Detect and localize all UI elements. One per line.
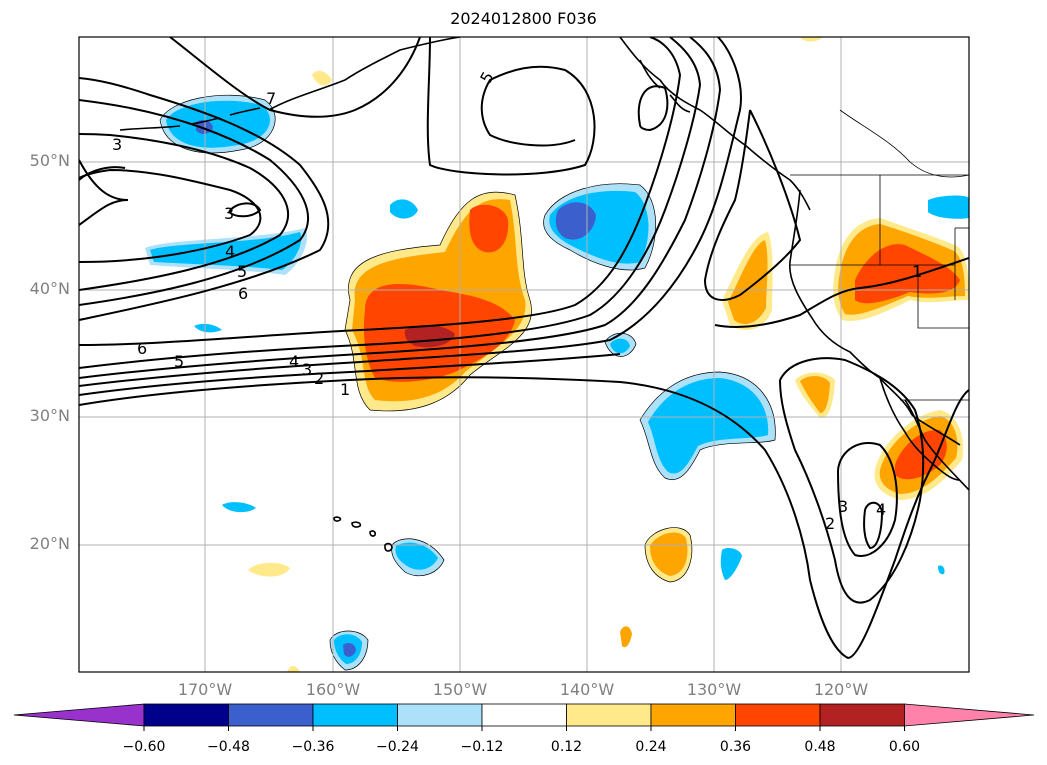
lat-label-30n: 30°N — [29, 406, 70, 425]
colorbar-segment-under — [13, 703, 145, 727]
contour-label: 7 — [266, 89, 277, 108]
colorbar-tick-label: 0.36 — [719, 739, 752, 755]
colorbar-tick-label: −0.48 — [207, 739, 250, 755]
lat-label-40n: 40°N — [29, 279, 70, 298]
colorbar-tick-label: −0.36 — [291, 739, 335, 755]
colorbar-tick-label: 0.12 — [550, 739, 583, 755]
colorbar-tick-label: −0.12 — [460, 739, 504, 755]
colorbar-tick-label: −0.24 — [376, 739, 419, 755]
colorbar-segment-9 — [819, 703, 905, 727]
contour-label: 2 — [314, 369, 325, 388]
lon-label-130w: 130°W — [686, 680, 742, 699]
lon-label-140w: 140°W — [559, 680, 615, 699]
contour-label: 1 — [340, 380, 351, 399]
colorbar-segment-1 — [143, 703, 229, 727]
contour-label: 5 — [174, 352, 185, 371]
contour-label: 5 — [237, 262, 248, 281]
contour-label: 2 — [825, 514, 836, 533]
state-borders — [790, 109, 969, 401]
lat-label-50n: 50°N — [29, 151, 70, 170]
colorbar — [13, 703, 1035, 727]
contour-label: 3 — [112, 135, 123, 154]
colorbar-segment-5 — [481, 703, 567, 727]
colorbar-tick-label: 0.60 — [888, 739, 921, 755]
anomaly-outlines — [159, 94, 776, 671]
colorbar-tick-label: −0.60 — [122, 739, 166, 755]
contour-label: 6 — [137, 339, 148, 358]
contour-label: 3 — [838, 497, 849, 516]
contour-label: 6 — [238, 284, 249, 303]
colorbar-segment-over — [904, 703, 1035, 727]
lon-label-150w: 150°W — [432, 680, 488, 699]
colorbar-segment-7 — [650, 703, 736, 727]
lat-label-20n: 20°N — [29, 534, 70, 553]
contour-label: 1 — [912, 262, 923, 281]
colorbar-tick-label: 0.24 — [635, 739, 667, 755]
contour-label: 4 — [876, 500, 887, 519]
lon-label-160w: 160°W — [305, 680, 361, 699]
colorbar-tick-label: 0.48 — [804, 739, 836, 755]
contour-label: 4 — [289, 352, 300, 371]
coastlines — [119, 37, 969, 552]
map-border — [78, 36, 970, 673]
contour-label: 3 — [302, 360, 313, 379]
contour-label: 3 — [224, 204, 235, 223]
colorbar-segment-6 — [566, 703, 652, 727]
contour-label: 4 — [225, 242, 236, 261]
anomaly-fills — [145, 37, 969, 672]
colorbar-segment-2 — [228, 703, 314, 727]
colorbar-segment-3 — [312, 703, 398, 727]
contours — [79, 37, 969, 660]
map-title: 2024012800 F036 — [450, 9, 597, 28]
lon-label-120w: 120°W — [813, 680, 869, 699]
colorbar-segment-8 — [735, 703, 821, 727]
colorbar-ticks — [143, 726, 905, 731]
colorbar-segment-4 — [397, 703, 483, 727]
graticule — [79, 37, 969, 672]
lon-label-170w: 170°W — [177, 680, 233, 699]
